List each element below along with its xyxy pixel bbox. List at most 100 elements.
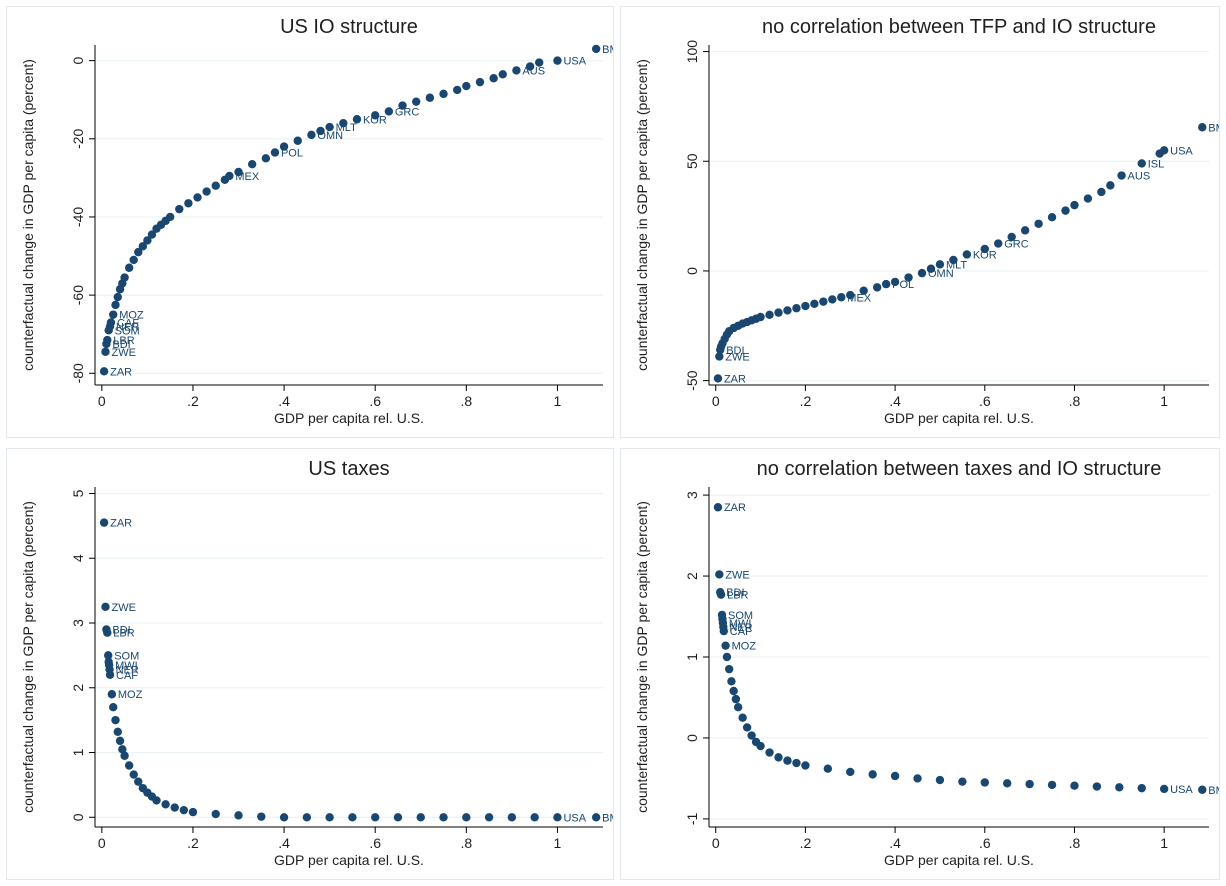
data-point [774, 308, 783, 317]
x-tick-label: 1 [554, 393, 562, 409]
data-point [270, 148, 280, 157]
data-point [393, 813, 403, 822]
y-tick-label: -60 [70, 285, 86, 305]
data-point [257, 812, 266, 821]
data-point [453, 85, 462, 95]
data-point [1198, 785, 1207, 794]
data-point [261, 154, 271, 163]
chart-svg: no correlation between taxes and IO stru… [621, 449, 1219, 879]
data-point [935, 260, 945, 269]
x-tick-label: 1 [554, 835, 562, 851]
data-point [719, 626, 728, 636]
data-point [507, 813, 517, 822]
data-point [103, 335, 112, 345]
y-tick-label: -40 [70, 207, 86, 227]
y-axis-title: counterfactual change in GDP per capita … [20, 59, 36, 371]
data-point [716, 590, 726, 599]
data-point [792, 304, 801, 313]
y-tick-label: 0 [684, 267, 700, 275]
y-tick-label: 3 [70, 619, 86, 627]
point-label: SOM [728, 610, 753, 622]
x-tick-label: .8 [1069, 393, 1081, 409]
data-point [120, 273, 129, 282]
data-point [103, 628, 112, 637]
data-point [105, 670, 115, 680]
data-point [765, 310, 774, 320]
data-point [724, 664, 734, 674]
y-tick-label: 2 [70, 684, 86, 692]
data-point [715, 570, 724, 579]
y-axis-title: counterfactual change in GDP per capita … [634, 501, 650, 813]
data-point [211, 809, 220, 819]
chart-panel: US IO structure -80 -60 -40 -20 0 0 .2 .4 .6 .8 1 GD… [6, 6, 614, 438]
data-point [279, 813, 289, 822]
data-point [1117, 171, 1126, 180]
plot-area [709, 45, 1209, 385]
data-point [747, 731, 756, 740]
data-point [247, 159, 257, 169]
x-tick-label: .2 [187, 393, 199, 409]
data-point [109, 310, 118, 319]
data-point [1083, 194, 1093, 203]
data-point [462, 81, 471, 91]
data-point [307, 130, 316, 140]
data-point [530, 813, 539, 822]
data-point [917, 268, 927, 278]
point-label: BDI [112, 624, 130, 636]
data-point [949, 255, 958, 265]
data-point [120, 751, 129, 760]
data-point [129, 255, 138, 265]
chart-panel: no correlation between TFP and IO struct… [620, 6, 1220, 438]
data-point [107, 690, 117, 699]
data-point [234, 811, 243, 820]
data-point [958, 777, 967, 786]
x-tick-label: .2 [800, 835, 812, 851]
data-point [293, 136, 302, 145]
x-tick-label: .4 [889, 835, 901, 851]
point-label: CAF [116, 670, 138, 682]
data-point [1007, 232, 1016, 242]
data-point [115, 736, 125, 746]
data-point [926, 264, 936, 273]
data-point [810, 299, 819, 309]
point-label: GRC [395, 106, 420, 118]
y-tick-label: -50 [684, 370, 700, 390]
data-point [384, 107, 394, 116]
data-point [211, 181, 220, 190]
point-label: ZWE [725, 569, 749, 581]
x-tick-label: .6 [979, 393, 991, 409]
data-point [170, 803, 179, 812]
y-tick-label: 1 [70, 748, 86, 756]
data-point [412, 97, 421, 106]
data-point [124, 263, 134, 272]
data-point [370, 813, 380, 822]
data-point [439, 813, 448, 822]
data-point [801, 761, 810, 770]
data-point [553, 813, 562, 822]
data-point [846, 767, 855, 777]
y-tick-label: 0 [684, 734, 700, 742]
x-tick-label: .4 [889, 393, 901, 409]
data-point [124, 761, 134, 770]
point-label: POL [281, 147, 303, 159]
point-label: NER [116, 321, 139, 333]
plot-area [95, 487, 603, 827]
point-label: SOM [115, 325, 140, 337]
point-label: SOM [114, 650, 139, 662]
chart-title: US IO structure [280, 16, 418, 38]
data-point [484, 813, 494, 822]
chart-svg: US IO structure -80 -60 -40 -20 0 0 .2 .4 .6 .8 1 GD… [7, 7, 613, 437]
data-point [1115, 783, 1124, 792]
data-point [134, 777, 143, 786]
y-axis-title: counterfactual change in GDP per capita … [634, 59, 650, 371]
y-tick-label: 100 [684, 40, 700, 64]
data-point [783, 306, 792, 315]
data-point [202, 187, 211, 196]
x-tick-label: 0 [712, 835, 720, 851]
data-point [1198, 123, 1207, 132]
data-point [1070, 781, 1079, 790]
x-tick-label: .4 [278, 835, 290, 851]
data-point [935, 775, 945, 785]
data-point [111, 300, 120, 310]
